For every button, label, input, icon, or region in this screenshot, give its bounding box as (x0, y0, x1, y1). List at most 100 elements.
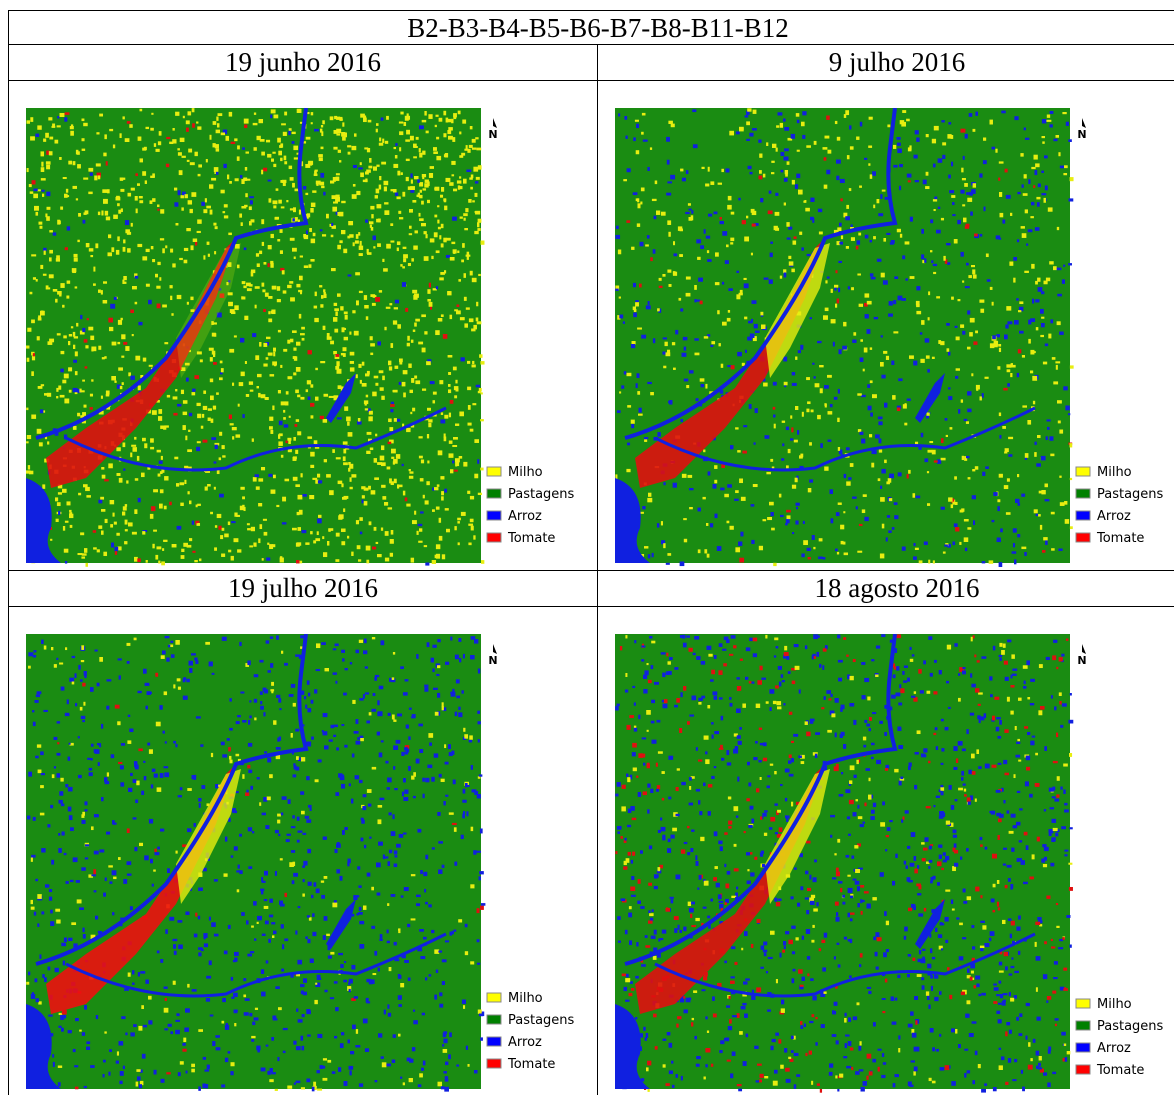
map-pixel (140, 109, 143, 112)
map-pixel (770, 459, 773, 462)
map-pixel (146, 560, 148, 563)
map-pixel (478, 165, 482, 169)
map-pixel (176, 483, 179, 487)
map-pixel (280, 904, 285, 907)
map-pixel (892, 527, 895, 530)
map-pixel (264, 899, 267, 901)
map-pixel (270, 263, 273, 268)
legend-label: Arroz (508, 509, 542, 524)
map-pixel (62, 380, 66, 384)
map-pixel (632, 818, 637, 820)
map-pixel (1016, 1017, 1019, 1021)
map-pixel (462, 243, 465, 248)
map-pixel (669, 1043, 673, 1048)
map-pixel (999, 161, 1004, 163)
map-pixel (644, 439, 647, 442)
map-pixel (794, 868, 797, 870)
map-pixel (414, 511, 416, 515)
map-pixel (158, 141, 161, 145)
map-pixel (1049, 436, 1053, 440)
map-pixel (647, 382, 652, 384)
map-pixel (930, 219, 933, 223)
map-pixel (240, 175, 242, 178)
map-pixel (404, 887, 409, 891)
map-pixel (466, 145, 468, 150)
map-pixel (283, 1028, 288, 1030)
map-pixel (141, 791, 144, 795)
map-pixel (957, 220, 961, 224)
map-pixel (277, 138, 281, 143)
map-pixel (795, 406, 798, 410)
map-pixel (321, 147, 324, 150)
map-pixel (382, 259, 384, 262)
map-pixel (163, 731, 165, 734)
map-pixel (954, 523, 958, 527)
map-pixel (273, 205, 276, 208)
map-pixel (966, 456, 970, 458)
map-pixel (379, 185, 381, 190)
map-pixel (257, 374, 262, 377)
map-pixel (619, 297, 621, 299)
map-pixel (218, 113, 223, 116)
map-pixel (213, 121, 217, 125)
map-pixel (95, 650, 98, 652)
map-pixel (305, 705, 307, 709)
map-pixel (105, 211, 108, 216)
map-pixel (389, 850, 392, 854)
map-pixel (860, 1041, 862, 1045)
date-cell: 19 julho 2016 (8, 570, 598, 607)
map-pixel (449, 752, 453, 756)
map-pixel (343, 462, 348, 465)
map-pixel (164, 476, 168, 480)
map-pixel (75, 673, 77, 678)
map-pixel (105, 878, 107, 882)
map-pixel (946, 243, 950, 245)
map-pixel (272, 935, 274, 938)
map-pixel (1045, 484, 1048, 488)
map-pixel (1005, 324, 1008, 328)
map-pixel (209, 961, 212, 966)
map-pixel (321, 125, 323, 127)
map-pixel (179, 258, 183, 260)
map-pixel (726, 168, 730, 172)
map-pixel (377, 893, 381, 896)
map-pixel (336, 195, 340, 197)
map-pixel (822, 665, 824, 670)
map-pixel (958, 409, 960, 414)
map-pixel (153, 489, 158, 492)
map-pixel (136, 781, 139, 786)
map-pixel (708, 471, 711, 475)
map-pixel (250, 951, 254, 953)
map-pixel (848, 286, 850, 289)
map-pixel (749, 404, 752, 409)
map-pixel (662, 673, 665, 677)
map-pixel (442, 554, 445, 559)
map-pixel (869, 1071, 873, 1075)
map-pixel (473, 850, 476, 855)
map-pixel (343, 249, 347, 253)
map-pixel (951, 195, 955, 198)
map-pixel (429, 743, 432, 746)
map-pixel (754, 442, 756, 444)
map-pixel (479, 354, 482, 358)
map-pixel (1055, 1024, 1057, 1026)
map-pixel (39, 954, 41, 958)
map-pixel (765, 435, 770, 439)
map-pixel (266, 1045, 269, 1047)
map-pixel (37, 744, 41, 747)
map-pixel (88, 327, 93, 331)
map-pixel (857, 903, 859, 907)
map-pixel (898, 472, 902, 476)
map-pixel (40, 265, 43, 269)
map-pixel (38, 770, 42, 774)
map-pixel (1041, 171, 1044, 173)
map-pixel (875, 932, 879, 937)
map-pixel (327, 336, 332, 339)
map-pixel (301, 473, 303, 477)
map-pixel (340, 1043, 344, 1048)
map-pixel (33, 194, 38, 199)
map-pixel (210, 357, 213, 361)
map-pixel (222, 1021, 225, 1024)
map-pixel (429, 173, 433, 178)
map-pixel (470, 187, 473, 190)
